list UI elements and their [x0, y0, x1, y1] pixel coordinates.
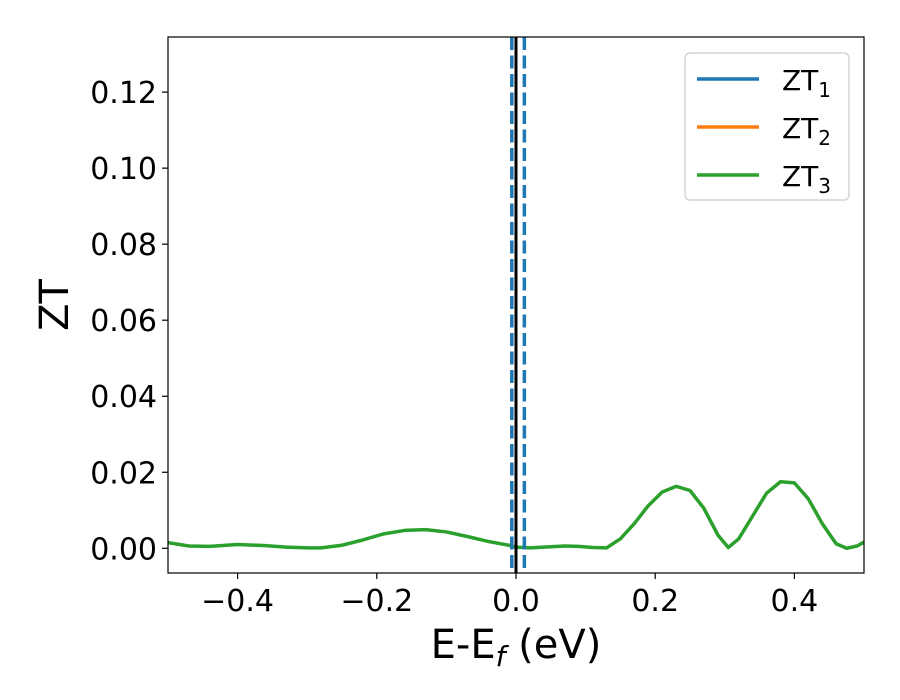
- x-axis: −0.4 −0.2 0.0 0.2 0.4: [201, 573, 818, 619]
- x-axis-title-main: E-E: [431, 622, 496, 668]
- x-tick-label: −0.4: [201, 584, 274, 619]
- y-tick-label: 0.06: [90, 304, 157, 339]
- y-tick-label: 0.00: [90, 532, 157, 567]
- legend-label-zt1: ZT1: [782, 64, 831, 102]
- x-tick-label: 0.2: [631, 584, 679, 619]
- y-axis-title: ZT: [32, 279, 78, 331]
- legend-label-zt2: ZT2: [782, 112, 831, 150]
- y-tick-label: 0.04: [90, 380, 157, 415]
- legend: ZT1 ZT2 ZT3: [684, 52, 850, 201]
- y-axis: 0.00 0.02 0.04 0.06 0.08 0.10 0.12: [90, 76, 168, 567]
- series-line-zt3: [168, 480, 864, 551]
- y-tick-label: 0.02: [90, 456, 157, 491]
- y-tick-label: 0.12: [90, 76, 157, 111]
- y-tick-label: 0.08: [90, 228, 157, 263]
- x-tick-label: 0.4: [771, 584, 819, 619]
- x-tick-label: −0.2: [340, 584, 413, 619]
- plot-area: [168, 37, 864, 573]
- y-tick-label: 0.10: [90, 152, 157, 187]
- x-tick-label: 0.0: [492, 584, 540, 619]
- legend-label-zt3: ZT3: [782, 160, 831, 198]
- legend-box: [684, 52, 850, 201]
- x-axis-title: E-Ef (eV): [431, 622, 602, 673]
- x-axis-title-unit: (eV): [505, 622, 601, 668]
